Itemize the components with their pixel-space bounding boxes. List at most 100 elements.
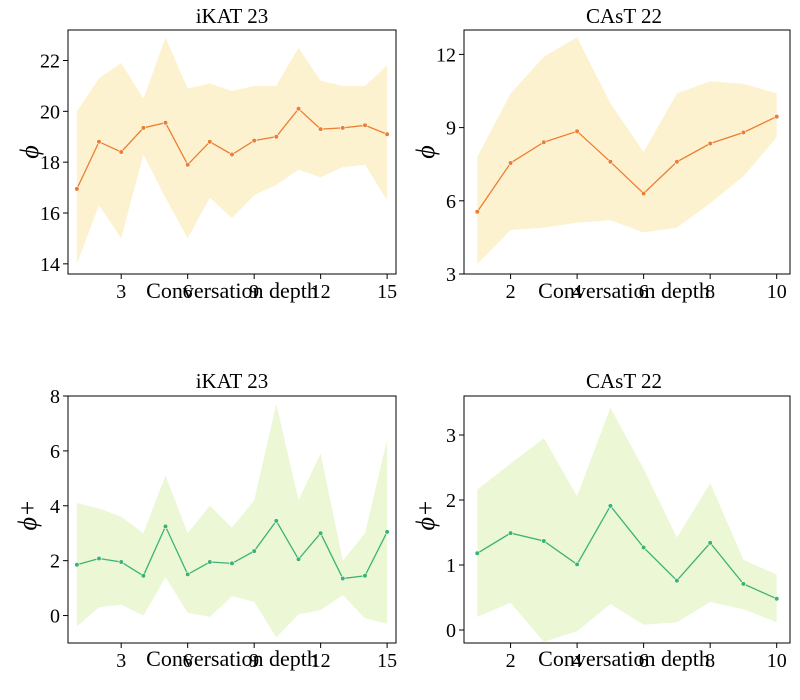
data-point — [295, 106, 302, 112]
y-axis-label: ϕ — [15, 145, 44, 158]
data-point — [774, 113, 780, 120]
x-tick-label: 6 — [183, 281, 193, 303]
panel-cast22-phi-plus: CAsT 22 Conversation depth ϕ+ 2 4 6 8 10 0 1 2 3 — [411, 369, 791, 672]
plot-area — [474, 37, 780, 265]
data-point — [140, 573, 146, 579]
data-point — [384, 131, 390, 137]
data-point — [273, 134, 279, 140]
data-point — [740, 581, 747, 587]
data-point — [508, 160, 514, 166]
y-tick-label: 9 — [446, 118, 456, 140]
series-line — [476, 116, 777, 213]
data-point — [541, 538, 547, 544]
plot-area — [74, 404, 390, 638]
x-tick-label: 2 — [506, 281, 516, 303]
y-tick-label: 6 — [50, 441, 60, 463]
data-point — [740, 129, 747, 136]
y-tick-label: 6 — [446, 191, 456, 213]
y-tick-label: 12 — [436, 44, 456, 66]
panel-ikat23-phi: iKAT 23 Conversation depth ϕ 3 6 9 12 15 14 16… — [15, 4, 397, 303]
panel-title: CAsT 22 — [586, 4, 662, 28]
y-tick-label: 16 — [40, 203, 60, 225]
x-tick-label: 15 — [377, 281, 397, 303]
data-point — [74, 562, 80, 568]
panel-cast22-phi: CAsT 22 Conversation depth ϕ 2 4 6 8 10 3 6 9 12 — [411, 4, 791, 303]
panel-title: iKAT 23 — [196, 4, 269, 28]
confidence-band — [477, 37, 777, 265]
data-point — [607, 159, 614, 165]
data-point — [295, 556, 302, 562]
axes-frame — [463, 29, 791, 275]
data-point — [574, 128, 580, 134]
x-tick-label: 6 — [183, 650, 193, 672]
data-point — [251, 138, 257, 144]
y-axis-label: ϕ+ — [13, 499, 42, 530]
x-axis-label: Conversation depth — [538, 646, 710, 671]
y-tick-label: 2 — [446, 490, 456, 512]
panel-title: iKAT 23 — [196, 369, 269, 393]
y-tick-label: 1 — [446, 555, 456, 577]
x-tick-label: 2 — [506, 650, 516, 672]
data-point — [207, 139, 213, 145]
data-point — [707, 540, 713, 546]
data-point — [674, 577, 680, 584]
x-tick-label: 4 — [572, 650, 582, 672]
data-point — [774, 596, 780, 602]
data-point — [140, 125, 146, 131]
x-tick-label: 4 — [572, 281, 582, 303]
data-point — [707, 140, 713, 147]
data-point — [508, 530, 514, 536]
data-point — [207, 559, 213, 565]
data-point — [185, 162, 191, 168]
x-tick-label: 6 — [639, 281, 649, 303]
x-tick-label: 8 — [705, 281, 715, 303]
y-tick-label: 3 — [446, 425, 456, 447]
x-tick-label: 9 — [249, 650, 259, 672]
data-point — [340, 575, 346, 582]
plot-area — [74, 37, 390, 264]
x-tick-label: 12 — [311, 650, 331, 672]
data-point — [118, 559, 124, 565]
data-point — [229, 560, 235, 567]
data-point — [318, 530, 324, 536]
x-axis-label: Conversation depth — [146, 278, 318, 303]
data-point — [474, 550, 480, 556]
data-point — [229, 151, 235, 158]
plot-area — [474, 407, 780, 642]
axes-frame — [67, 395, 397, 644]
y-tick-label: 0 — [446, 620, 456, 642]
x-axis-label: Conversation depth — [538, 278, 710, 303]
data-point — [674, 159, 680, 165]
data-point — [340, 125, 346, 131]
data-point — [362, 122, 368, 128]
panel-ikat23-phi-plus: iKAT 23 Conversation depth ϕ+ 3 6 9 12 15 0 2 4… — [13, 369, 397, 672]
x-tick-label: 3 — [116, 650, 126, 672]
y-axis-label: ϕ — [411, 145, 440, 158]
x-tick-label: 3 — [116, 281, 126, 303]
x-tick-label: 9 — [249, 281, 259, 303]
data-point — [574, 561, 580, 568]
data-point — [185, 571, 191, 578]
data-point — [162, 120, 169, 126]
y-tick-label: 3 — [446, 264, 456, 286]
data-point — [362, 573, 368, 579]
data-point — [96, 555, 102, 562]
series-line — [476, 504, 777, 600]
y-tick-label: 14 — [40, 254, 60, 276]
data-point — [96, 139, 102, 145]
data-point — [384, 529, 390, 535]
axes-frame — [463, 395, 791, 644]
data-point — [74, 186, 80, 192]
confidence-band — [76, 37, 388, 264]
panel-title: CAsT 22 — [586, 369, 662, 393]
x-tick-label: 12 — [311, 281, 331, 303]
x-tick-label: 6 — [639, 650, 649, 672]
confidence-band — [76, 404, 388, 638]
y-axis-label: ϕ+ — [411, 499, 440, 530]
x-axis-label: Conversation depth — [146, 646, 318, 671]
y-tick-label: 22 — [40, 51, 60, 73]
y-tick-label: 18 — [40, 152, 60, 174]
y-tick-label: 4 — [50, 496, 60, 518]
y-tick-label: 0 — [50, 606, 60, 628]
